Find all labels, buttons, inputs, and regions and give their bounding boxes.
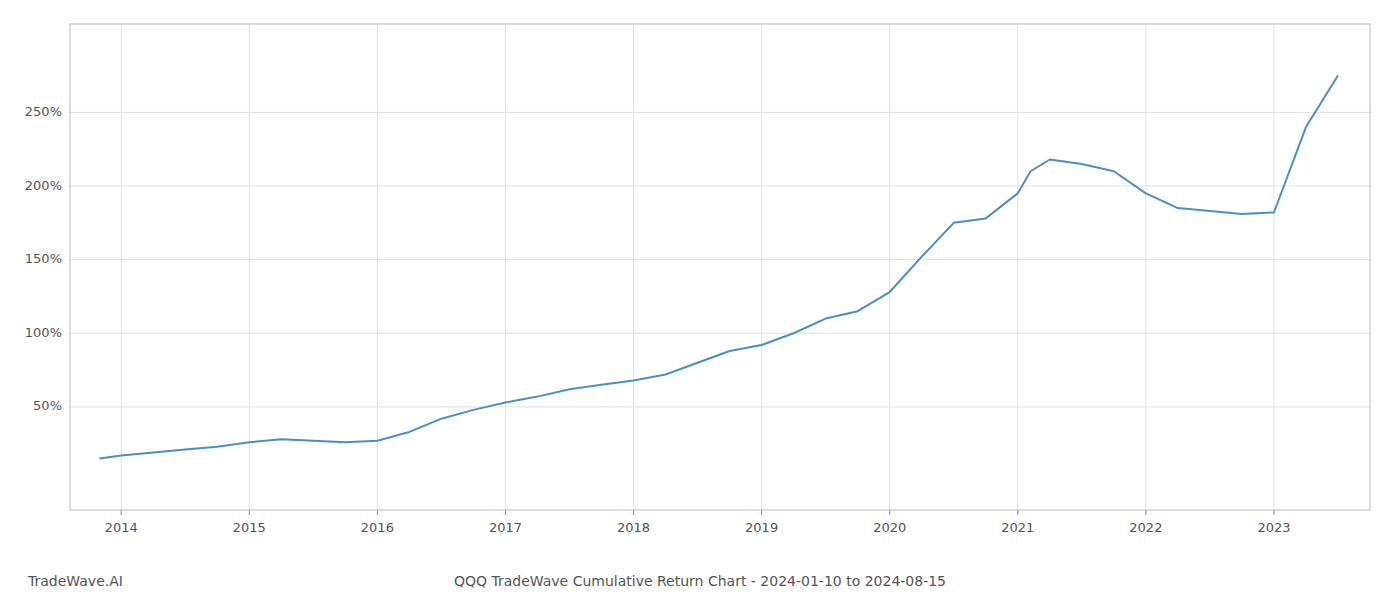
- x-tick-mark: [505, 510, 506, 515]
- x-tick-label: 2023: [1257, 520, 1290, 535]
- x-tick-mark: [1145, 510, 1146, 515]
- x-tick-label: 2018: [617, 520, 650, 535]
- page: {"chart_data": {"type": "line", "title":…: [0, 0, 1400, 600]
- x-grid-line: [1273, 24, 1274, 510]
- y-tick-label: 200%: [25, 178, 62, 193]
- x-tick-mark: [377, 510, 378, 515]
- y-grid-line: [70, 259, 1370, 260]
- y-tick-label: 250%: [25, 104, 62, 119]
- x-tick-label: 2014: [105, 520, 138, 535]
- x-tick-label: 2015: [233, 520, 266, 535]
- plot-frame: [70, 24, 1370, 510]
- chart: 50% 100% 150% 200% 250% 2014 2015 2016 2017 2018 2…: [0, 0, 1400, 600]
- y-tick-label: 150%: [25, 251, 62, 266]
- x-tick-mark: [1273, 510, 1274, 515]
- x-grid-line: [505, 24, 506, 510]
- x-tick-label: 2022: [1129, 520, 1162, 535]
- x-tick-mark: [633, 510, 634, 515]
- x-grid-line: [889, 24, 890, 510]
- x-grid-line: [1145, 24, 1146, 510]
- x-tick-mark: [889, 510, 890, 515]
- x-tick-mark: [249, 510, 250, 515]
- y-grid-line: [70, 186, 1370, 187]
- x-tick-label: 2020: [873, 520, 906, 535]
- y-grid-line: [70, 333, 1370, 334]
- x-grid-line: [249, 24, 250, 510]
- y-grid-line: [70, 406, 1370, 407]
- x-tick-mark: [761, 510, 762, 515]
- x-tick-mark: [1017, 510, 1018, 515]
- series-group: [99, 76, 1338, 459]
- line: [99, 76, 1338, 459]
- watermark: TradeWave.AI: [27, 573, 123, 589]
- y-tick-label: 100%: [25, 325, 62, 340]
- y-tick-label: 50%: [33, 398, 62, 413]
- x-tick-label: 2017: [489, 520, 522, 535]
- x-tick-label: 2016: [361, 520, 394, 535]
- x-tick-label: 2019: [745, 520, 778, 535]
- x-grid-line: [761, 24, 762, 510]
- x-tick-mark: [121, 510, 122, 515]
- y-grid-line: [70, 112, 1370, 113]
- x-grid-line: [377, 24, 378, 510]
- x-grid-line: [1017, 24, 1018, 510]
- title: QQQ TradeWave Cumulative Return Chart - …: [454, 573, 946, 589]
- axes: 50% 100% 150% 200% 250% 2014 2015 2016 2017 2018 2…: [25, 24, 1370, 535]
- x-tick-label: 2021: [1001, 520, 1034, 535]
- x-grid-line: [121, 24, 122, 510]
- grid: [70, 24, 1370, 510]
- x-grid-line: [633, 24, 634, 510]
